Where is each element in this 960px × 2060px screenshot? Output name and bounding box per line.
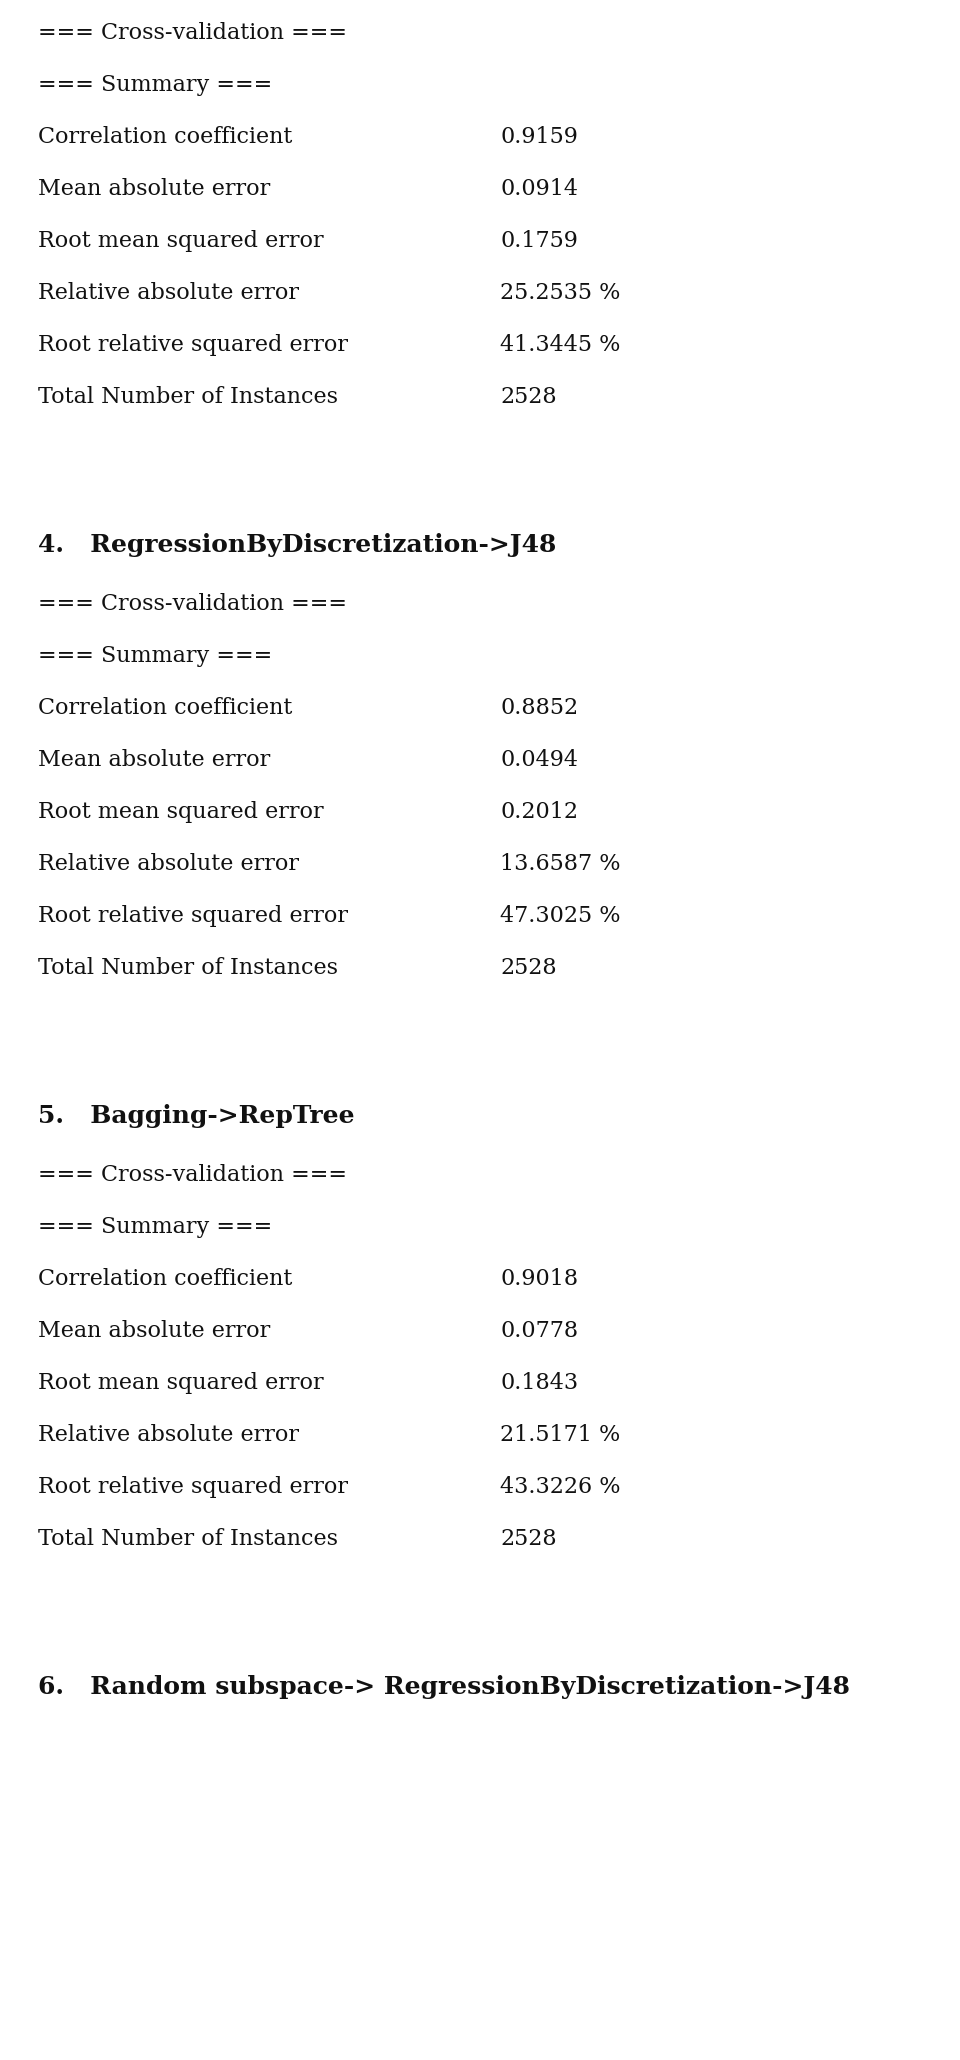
Text: 0.0778: 0.0778 [500, 1320, 578, 1341]
Text: === Summary ===: === Summary === [38, 1215, 273, 1238]
Text: 2528: 2528 [500, 958, 557, 978]
Text: 0.0914: 0.0914 [500, 177, 578, 200]
Text: Total Number of Instances: Total Number of Instances [38, 1529, 338, 1549]
Text: === Summary ===: === Summary === [38, 645, 273, 667]
Text: Root mean squared error: Root mean squared error [38, 231, 324, 251]
Text: 47.3025 %: 47.3025 % [500, 904, 620, 927]
Text: Relative absolute error: Relative absolute error [38, 853, 299, 875]
Text: 2528: 2528 [500, 385, 557, 408]
Text: === Cross-validation ===: === Cross-validation === [38, 23, 347, 43]
Text: 0.1759: 0.1759 [500, 231, 578, 251]
Text: 2528: 2528 [500, 1529, 557, 1549]
Text: 5.   Bagging->RepTree: 5. Bagging->RepTree [38, 1104, 354, 1129]
Text: Root relative squared error: Root relative squared error [38, 904, 348, 927]
Text: Root mean squared error: Root mean squared error [38, 801, 324, 824]
Text: Mean absolute error: Mean absolute error [38, 1320, 271, 1341]
Text: Total Number of Instances: Total Number of Instances [38, 958, 338, 978]
Text: Mean absolute error: Mean absolute error [38, 750, 271, 770]
Text: 4.   RegressionByDiscretization->J48: 4. RegressionByDiscretization->J48 [38, 534, 557, 556]
Text: 43.3226 %: 43.3226 % [500, 1477, 620, 1498]
Text: 0.8852: 0.8852 [500, 696, 578, 719]
Text: 21.5171 %: 21.5171 % [500, 1423, 620, 1446]
Text: 0.2012: 0.2012 [500, 801, 578, 824]
Text: 41.3445 %: 41.3445 % [500, 334, 620, 356]
Text: 13.6587 %: 13.6587 % [500, 853, 620, 875]
Text: Correlation coefficient: Correlation coefficient [38, 1269, 293, 1290]
Text: Root mean squared error: Root mean squared error [38, 1372, 324, 1395]
Text: Relative absolute error: Relative absolute error [38, 282, 299, 305]
Text: Root relative squared error: Root relative squared error [38, 334, 348, 356]
Text: Correlation coefficient: Correlation coefficient [38, 696, 293, 719]
Text: Total Number of Instances: Total Number of Instances [38, 385, 338, 408]
Text: 6.   Random subspace-> RegressionByDiscretization->J48: 6. Random subspace-> RegressionByDiscret… [38, 1675, 850, 1700]
Text: Mean absolute error: Mean absolute error [38, 177, 271, 200]
Text: 25.2535 %: 25.2535 % [500, 282, 620, 305]
Text: Root relative squared error: Root relative squared error [38, 1477, 348, 1498]
Text: === Cross-validation ===: === Cross-validation === [38, 593, 347, 616]
Text: 0.9018: 0.9018 [500, 1269, 578, 1290]
Text: 0.1843: 0.1843 [500, 1372, 578, 1395]
Text: 0.9159: 0.9159 [500, 126, 578, 148]
Text: === Summary ===: === Summary === [38, 74, 273, 97]
Text: === Cross-validation ===: === Cross-validation === [38, 1164, 347, 1187]
Text: Correlation coefficient: Correlation coefficient [38, 126, 293, 148]
Text: 0.0494: 0.0494 [500, 750, 578, 770]
Text: Relative absolute error: Relative absolute error [38, 1423, 299, 1446]
